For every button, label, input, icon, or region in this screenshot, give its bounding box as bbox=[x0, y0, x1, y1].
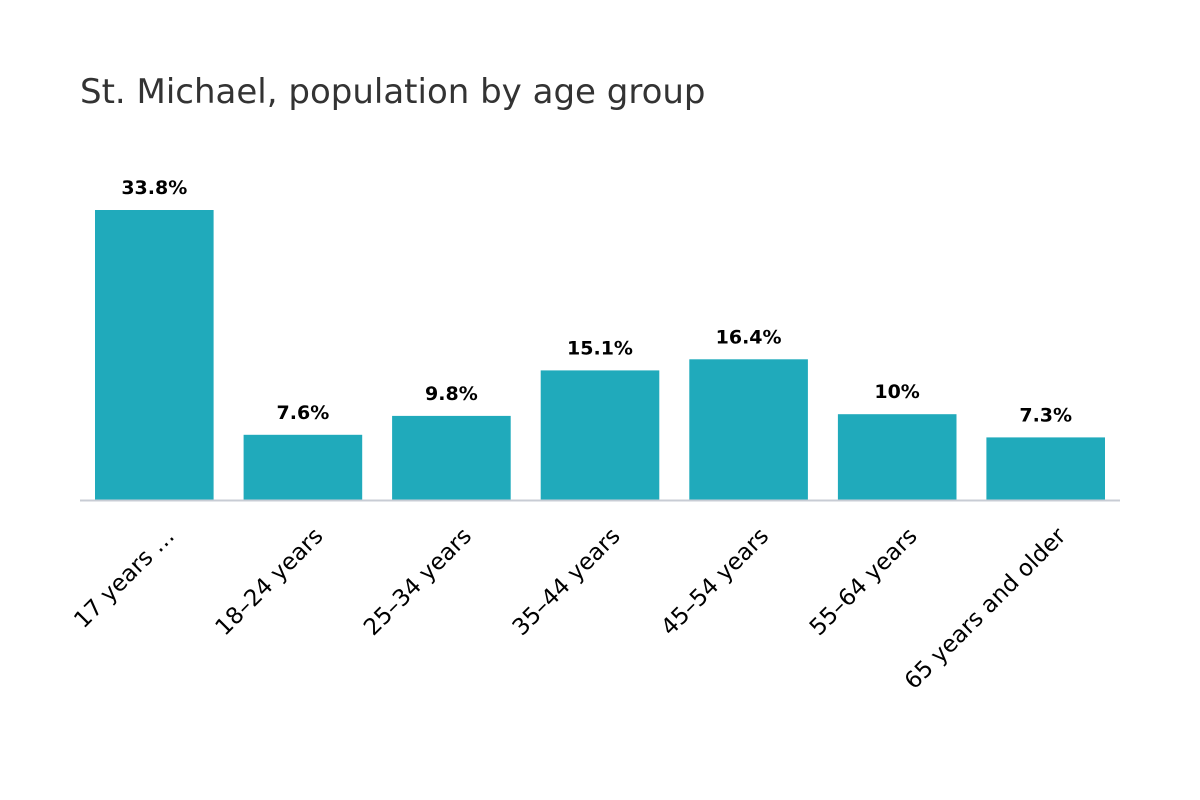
bar-7[interactable] bbox=[986, 437, 1105, 500]
bar-value-label: 15.1% bbox=[567, 337, 633, 359]
chart-title: St. Michael, population by age group bbox=[80, 72, 706, 112]
bar-value-label: 10% bbox=[874, 381, 919, 403]
bar-3[interactable] bbox=[392, 415, 511, 500]
x-tick-labels: 17 years … 18–24 years 25–34 years 35–44 ye… bbox=[69, 523, 1071, 695]
bar-value-label: 16.4% bbox=[716, 326, 782, 348]
bar-value-label: 9.8% bbox=[425, 383, 478, 405]
bar-2[interactable] bbox=[243, 434, 363, 500]
bar-value-label: 7.6% bbox=[277, 402, 330, 424]
bar-4[interactable] bbox=[540, 370, 660, 500]
x-tick-label: 35–44 years bbox=[508, 523, 626, 641]
bar-1[interactable] bbox=[95, 210, 214, 500]
bar-value-label: 33.8% bbox=[121, 177, 187, 199]
bar-6[interactable] bbox=[837, 414, 957, 500]
bar-value-label: 7.3% bbox=[1019, 404, 1072, 426]
x-tick-label: 55–64 years bbox=[805, 523, 923, 641]
bars-layer bbox=[95, 210, 1105, 500]
x-tick-label: 17 years … bbox=[69, 523, 179, 633]
value-labels-layer: 33.8% 7.6% 9.8% 15.1% 16.4% 10% 7.3% bbox=[121, 177, 1072, 426]
x-tick-label: 45–54 years bbox=[656, 523, 774, 641]
x-tick-label: 25–34 years bbox=[359, 523, 477, 641]
x-tick-label: 65 years and older bbox=[900, 523, 1072, 695]
bar-5[interactable] bbox=[689, 359, 808, 500]
x-tick-label: 18–24 years bbox=[211, 523, 329, 641]
